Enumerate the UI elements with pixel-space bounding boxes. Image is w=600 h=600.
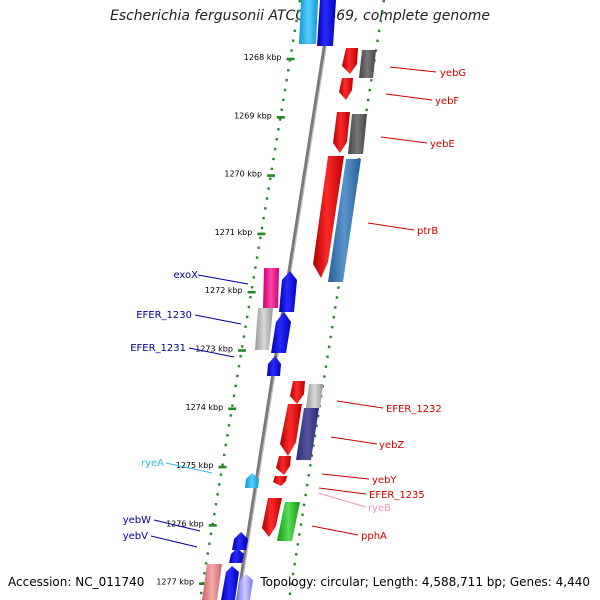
label-yebZ: yebZ <box>379 440 404 451</box>
label-EFER-1232: EFER_1232 <box>386 404 442 415</box>
scale-tick-label: 1273 kbp <box>195 345 233 354</box>
scale-rail-right <box>287 0 386 600</box>
gene-block-rose-bottom <box>202 564 222 600</box>
gene-block-cyan-top <box>299 0 318 44</box>
label-ptrB: ptrB <box>417 226 438 237</box>
gene-yebY <box>276 456 291 475</box>
scale-rail-left <box>198 0 302 600</box>
gene-pphA <box>262 498 282 537</box>
label-yebV: yebV <box>123 531 148 542</box>
gene-block-blue-bottom <box>221 566 239 600</box>
gene-exoX-pink <box>263 268 279 308</box>
scale-tick-label: 1277 kbp <box>156 578 194 587</box>
gene-yebZ-slate <box>296 408 319 460</box>
gene-block-blue-top <box>317 0 336 46</box>
scale-ticks: 1268 kbp 1269 kbp 1270 kbp 1271 kbp 1272 kbp… <box>156 53 295 587</box>
gene-yebZ <box>280 404 302 456</box>
scale-tick-label: 1275 kbp <box>176 461 214 470</box>
gene-yebE <box>333 112 350 153</box>
scale-tick-label: 1268 kbp <box>244 53 282 62</box>
scale-tick-label: 1271 kbp <box>215 228 253 237</box>
gene-yebG-gray <box>359 50 376 78</box>
label-EFER-1235: EFER_1235 <box>369 490 425 501</box>
label-ryeA: ryeA <box>141 458 164 469</box>
gene-yebW <box>232 532 248 550</box>
label-yebG: yebG <box>440 68 466 79</box>
gene-EFER-1230 <box>271 312 291 353</box>
gene-ptrB <box>313 156 344 278</box>
gene-EFER-1231 <box>267 356 281 376</box>
topology-text: Topology: circular; Length: 4,588,711 bp… <box>260 575 590 589</box>
label-yebY: yebY <box>372 475 397 486</box>
label-leaders <box>150 66 437 548</box>
gene-yebG <box>342 48 358 74</box>
gene-yebV <box>229 548 244 563</box>
genome-title: Escherichia fergusonii ATCC 35469, compl… <box>109 8 491 24</box>
gene-EFER-1232-gray <box>306 384 323 408</box>
scale-tick-label: 1270 kbp <box>224 170 262 179</box>
gene-ryeA <box>245 473 259 488</box>
gene-block-lightblue-bottom <box>237 574 253 600</box>
label-EFER-1231: EFER_1231 <box>130 343 186 354</box>
accession-text: Accession: NC_011740 <box>8 575 145 589</box>
gene-exoX <box>279 271 297 312</box>
label-pphA: pphA <box>361 531 387 542</box>
label-yebF: yebF <box>435 96 459 107</box>
label-exoX: exoX <box>173 270 198 281</box>
gene-EFER-1230-gray <box>255 308 273 350</box>
label-yebW: yebW <box>123 515 151 526</box>
gene-pphA-green <box>277 502 300 541</box>
label-ryeB: ryeB <box>368 503 391 514</box>
label-yebE: yebE <box>430 139 455 150</box>
gene-yebE-gray <box>348 114 367 154</box>
scale-tick-label: 1276 kbp <box>166 519 204 528</box>
scale-tick-label: 1272 kbp <box>205 286 243 295</box>
label-EFER-1230: EFER_1230 <box>136 310 192 321</box>
gene-EFER-1235 <box>273 476 287 486</box>
scale-tick-label: 1269 kbp <box>234 111 272 120</box>
gene-ptrB-steel <box>328 159 361 282</box>
gene-yebF <box>339 78 353 100</box>
gene-EFER-1232 <box>290 381 305 404</box>
scale-tick-label: 1274 kbp <box>185 403 223 412</box>
